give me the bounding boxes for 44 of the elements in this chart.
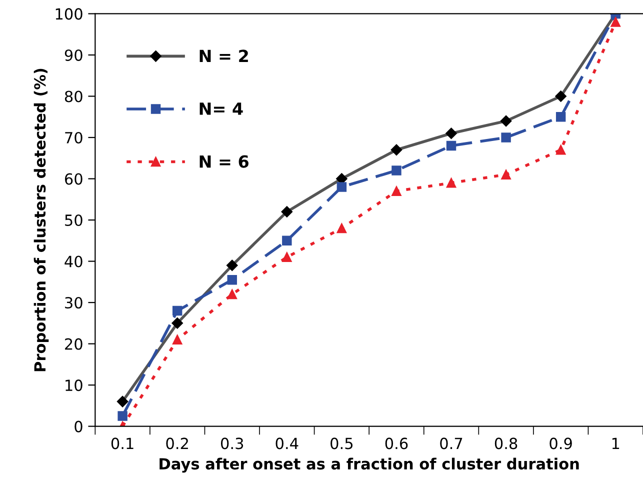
legend-label: N= 4 (200, 102, 243, 115)
x-tick-label: 0.7 (440, 438, 462, 450)
x-tick-label: 0.4 (276, 438, 298, 450)
point (392, 166, 402, 176)
point (227, 289, 237, 300)
y-tick-label: 90 (64, 49, 82, 61)
point (392, 186, 402, 196)
y-tick-label: 50 (65, 214, 82, 226)
point (227, 274, 237, 285)
point (336, 223, 347, 234)
y-tick-label: 80 (64, 90, 82, 102)
y-tick-label: 60 (64, 173, 82, 185)
point (501, 132, 511, 142)
point (556, 145, 566, 155)
x-tick-label: 0.6 (385, 438, 408, 450)
point (118, 411, 128, 421)
x-axis-title: Days after onset as a fraction of cluster duration (160, 458, 579, 473)
y-axis-title: Proportion of clusters detected (%) (34, 68, 49, 372)
point (610, 17, 620, 27)
x-tick-label: 0.9 (550, 438, 572, 450)
y-tick-label: 70 (65, 132, 82, 144)
point (556, 112, 566, 122)
legend-label: N = 2 (200, 50, 248, 62)
legend-label: N = 6 (200, 155, 248, 168)
point (172, 306, 182, 316)
point (282, 236, 292, 246)
y-tick-label: 100 (56, 8, 82, 20)
point (336, 182, 347, 192)
point (446, 178, 456, 188)
y-tick-label: 40 (64, 256, 82, 268)
y-tick-label: 10 (66, 380, 82, 392)
point (501, 170, 511, 180)
y-tick-label: 20 (65, 338, 82, 350)
x-tick-label: 0.8 (494, 438, 518, 450)
y-tick-label: 0 (74, 420, 82, 432)
y-tick-label: 30 (65, 296, 82, 309)
point (172, 334, 182, 345)
x-tick-label: 0.2 (166, 438, 188, 450)
x-tick-label: 0.5 (330, 438, 353, 450)
x-tick-label: 0.3 (220, 438, 244, 450)
point (446, 140, 456, 151)
x-tick-label: 1 (612, 438, 620, 450)
point (282, 252, 292, 262)
x-tick-label: 0.1 (111, 438, 134, 450)
